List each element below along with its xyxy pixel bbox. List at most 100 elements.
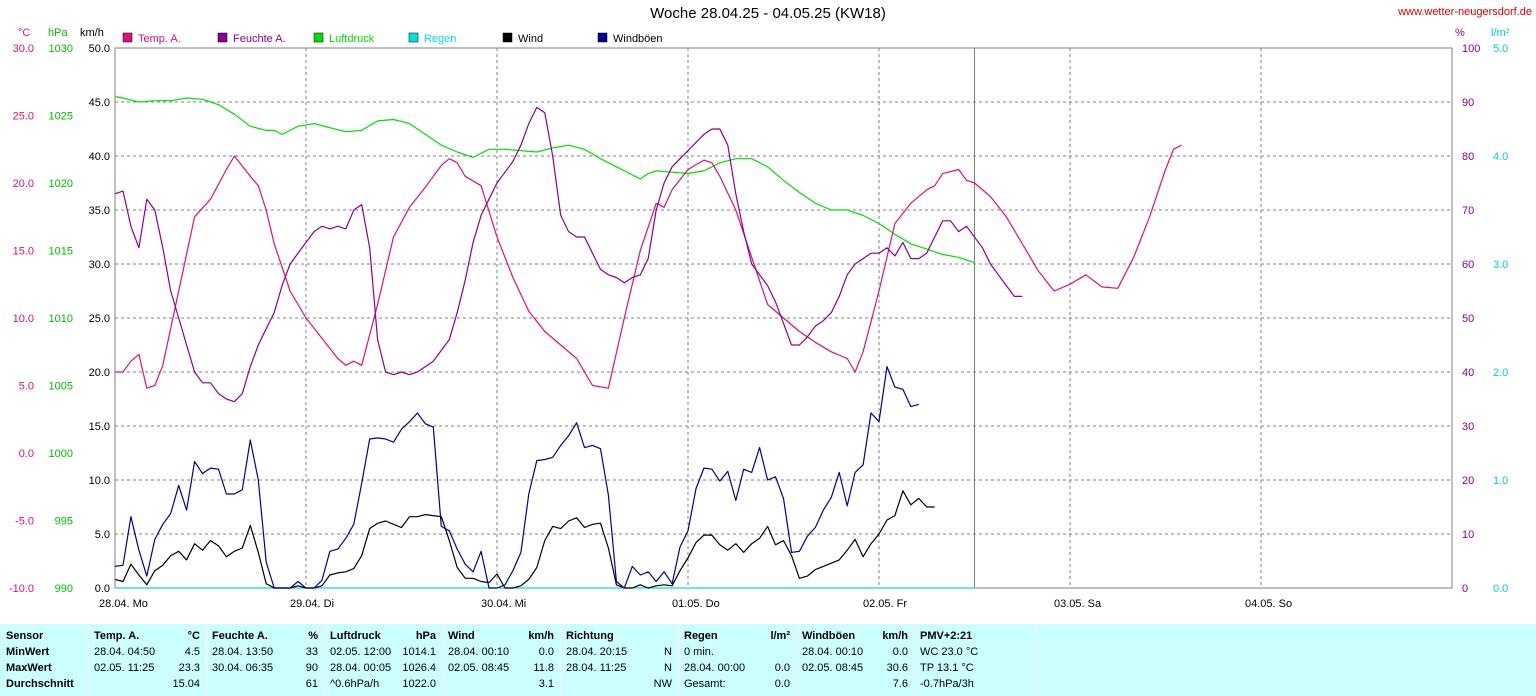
- stats-wind-max-time: 02.05. 08:45: [448, 662, 510, 674]
- hpa-tick-label: 1020: [49, 178, 73, 190]
- stats-temp-header: Temp. A.: [94, 630, 140, 642]
- kmh-tick-label: 0.0: [95, 583, 110, 595]
- site-link[interactable]: www.wetter-neugersdorf.de: [1398, 6, 1532, 18]
- stats-press-min-value: 1014.1: [402, 646, 436, 658]
- stats-press-header: Luftdruck: [330, 630, 381, 642]
- stats-press-unit: hPa: [415, 630, 436, 642]
- lm2-tick-label: 2.0: [1493, 367, 1508, 379]
- weather-chart: 30.025.020.015.010.05.00.0-5.0-10.010301…: [9, 27, 1510, 610]
- hpa-unit-label: hPa: [48, 27, 68, 39]
- stats-wind-avg: 3.1: [538, 678, 554, 690]
- stats-gust-min-value: 0.0: [892, 646, 908, 658]
- lm2-unit-label: l/m²: [1491, 27, 1510, 39]
- kmh-tick-label: 15.0: [89, 421, 110, 433]
- temp-tick-label: 20.0: [13, 178, 34, 190]
- kmh-tick-label: 25.0: [89, 313, 110, 325]
- kmh-tick-label: 50.0: [89, 43, 110, 55]
- legend-label: Feuchte A.: [233, 33, 286, 45]
- kmh-unit-label: km/h: [80, 27, 104, 39]
- kmh-tick-label: 45.0: [89, 97, 110, 109]
- lm2-tick-label: 1.0: [1493, 475, 1508, 487]
- series-lines: [114, 96, 1182, 589]
- stats-wind-max-value: 11.8: [533, 662, 554, 674]
- legend-label: Regen: [424, 33, 456, 45]
- series-line-windböen: [114, 366, 919, 589]
- lm2-tick-label: 3.0: [1493, 259, 1508, 271]
- temp-tick-label: -5.0: [15, 516, 34, 528]
- stats-press-trend: ^0.6hPa/h: [330, 678, 380, 690]
- stats-press-max-time: 28.04. 00:05: [330, 662, 392, 674]
- pct-tick-label: 60: [1462, 259, 1474, 271]
- kmh-tick-label: 20.0: [89, 367, 110, 379]
- stats-rain-total-label: Gesamt:: [684, 678, 726, 690]
- temp-unit-label: °C: [18, 27, 30, 39]
- legend-label: Windböen: [613, 33, 663, 45]
- legend-swatch: [597, 32, 608, 43]
- stats-dir-min-value: N: [664, 646, 672, 658]
- hpa-tick-label: 1010: [49, 313, 73, 325]
- stats-dir-avg: NW: [653, 678, 672, 690]
- stats-temp-col: Temp. A. °C 28.04. 04:50 4.5 02.05. 11:2…: [88, 624, 206, 696]
- stats-rain-col: Regen l/m² 0 min. 28.04. 00:00 0.0 Gesam…: [678, 624, 796, 696]
- legend-swatch: [502, 32, 513, 43]
- stats-temp-min-time: 28.04. 04:50: [94, 646, 156, 658]
- day-label: 29.04. Di: [290, 598, 334, 610]
- stats-hum-max-value: 90: [305, 662, 318, 674]
- stats-sensor-col: Sensor MinWert MaxWert Durchschnitt: [0, 624, 88, 696]
- legend-label: Wind: [518, 33, 543, 45]
- stats-wind-header: Wind: [448, 630, 475, 642]
- stats-hum-min-time: 28.04. 13:50: [212, 646, 274, 658]
- stats-temp-max-time: 02.05. 11:25: [94, 662, 155, 674]
- temp-tick-label: 25.0: [13, 111, 34, 123]
- hpa-tick-label: 1000: [49, 448, 73, 460]
- stats-sensor-header: Sensor: [6, 630, 44, 642]
- temp-tick-label: 30.0: [13, 43, 34, 55]
- kmh-tick-label: 30.0: [89, 259, 110, 271]
- stats-rain-total: 0.0: [774, 678, 790, 690]
- stats-press-avg: 1022.0: [402, 678, 436, 690]
- stats-gust-col: Windböen km/h 28.04. 00:10 0.0 02.05. 08…: [796, 624, 914, 696]
- pct-tick-label: 70: [1462, 205, 1474, 217]
- stats-gust-min-time: 28.04. 00:10: [802, 646, 864, 658]
- stats-row-avg: Durchschnitt: [6, 678, 74, 690]
- stats-press-col: Luftdruck hPa 02.05. 12:00 1014.1 28.04.…: [324, 624, 442, 696]
- pct-tick-label: 90: [1462, 97, 1474, 109]
- hpa-tick-label: 1005: [49, 381, 73, 393]
- stats-hum-col: Feuchte A. % 28.04. 13:50 33 30.04. 06:3…: [206, 624, 324, 696]
- stats-press-min-time: 02.05. 12:00: [330, 646, 392, 658]
- stats-temp-avg: 15.04: [172, 678, 200, 690]
- pct-tick-label: 50: [1462, 313, 1474, 325]
- stats-wind-col: Wind km/h 28.04. 00:10 0.0 02.05. 08:45 …: [442, 624, 560, 696]
- stats-row-max: MaxWert: [6, 662, 52, 674]
- series-line-temp-a-: [115, 144, 1182, 389]
- hpa-tick-label: 1030: [49, 43, 73, 55]
- statistics-table: Sensor MinWert MaxWert Durchschnitt Temp…: [0, 624, 1536, 696]
- stats-wind-unit: km/h: [528, 630, 554, 642]
- legend-swatch: [313, 32, 324, 43]
- stats-dir-max-value: N: [664, 662, 672, 674]
- legend-swatch: [217, 32, 228, 43]
- stats-rain-max-time: 28.04. 00:00: [684, 662, 746, 674]
- temp-tick-label: 10.0: [13, 313, 34, 325]
- series-line-wind: [114, 490, 935, 589]
- kmh-tick-label: 40.0: [89, 151, 110, 163]
- stats-pmv-trend: -0.7hPa/3h: [920, 678, 974, 690]
- lm2-tick-label: 0.0: [1493, 583, 1508, 595]
- stats-wind-min-time: 28.04. 00:10: [448, 646, 510, 658]
- hpa-tick-label: 990: [55, 583, 73, 595]
- stats-pmv-col: PMV+2:21 WC 23.0 °C TP 13.1 °C -0.7hPa/3…: [914, 624, 1034, 696]
- pct-tick-label: 0: [1462, 583, 1468, 595]
- stats-pmv-tp: TP 13.1 °C: [920, 662, 974, 674]
- stats-hum-unit: %: [308, 630, 318, 642]
- stats-row-min: MinWert: [6, 646, 50, 658]
- kmh-tick-label: 35.0: [89, 205, 110, 217]
- stats-temp-max-value: 23.3: [178, 662, 200, 674]
- stats-hum-min-value: 33: [305, 646, 318, 658]
- day-label: 30.04. Mi: [481, 598, 526, 610]
- stats-gust-avg: 7.6: [892, 678, 908, 690]
- legend-swatch: [122, 32, 133, 43]
- day-label: 02.05. Fr: [863, 598, 907, 610]
- stats-wind-min-value: 0.0: [538, 646, 554, 658]
- pct-tick-label: 30: [1462, 421, 1474, 433]
- pct-tick-label: 20: [1462, 475, 1474, 487]
